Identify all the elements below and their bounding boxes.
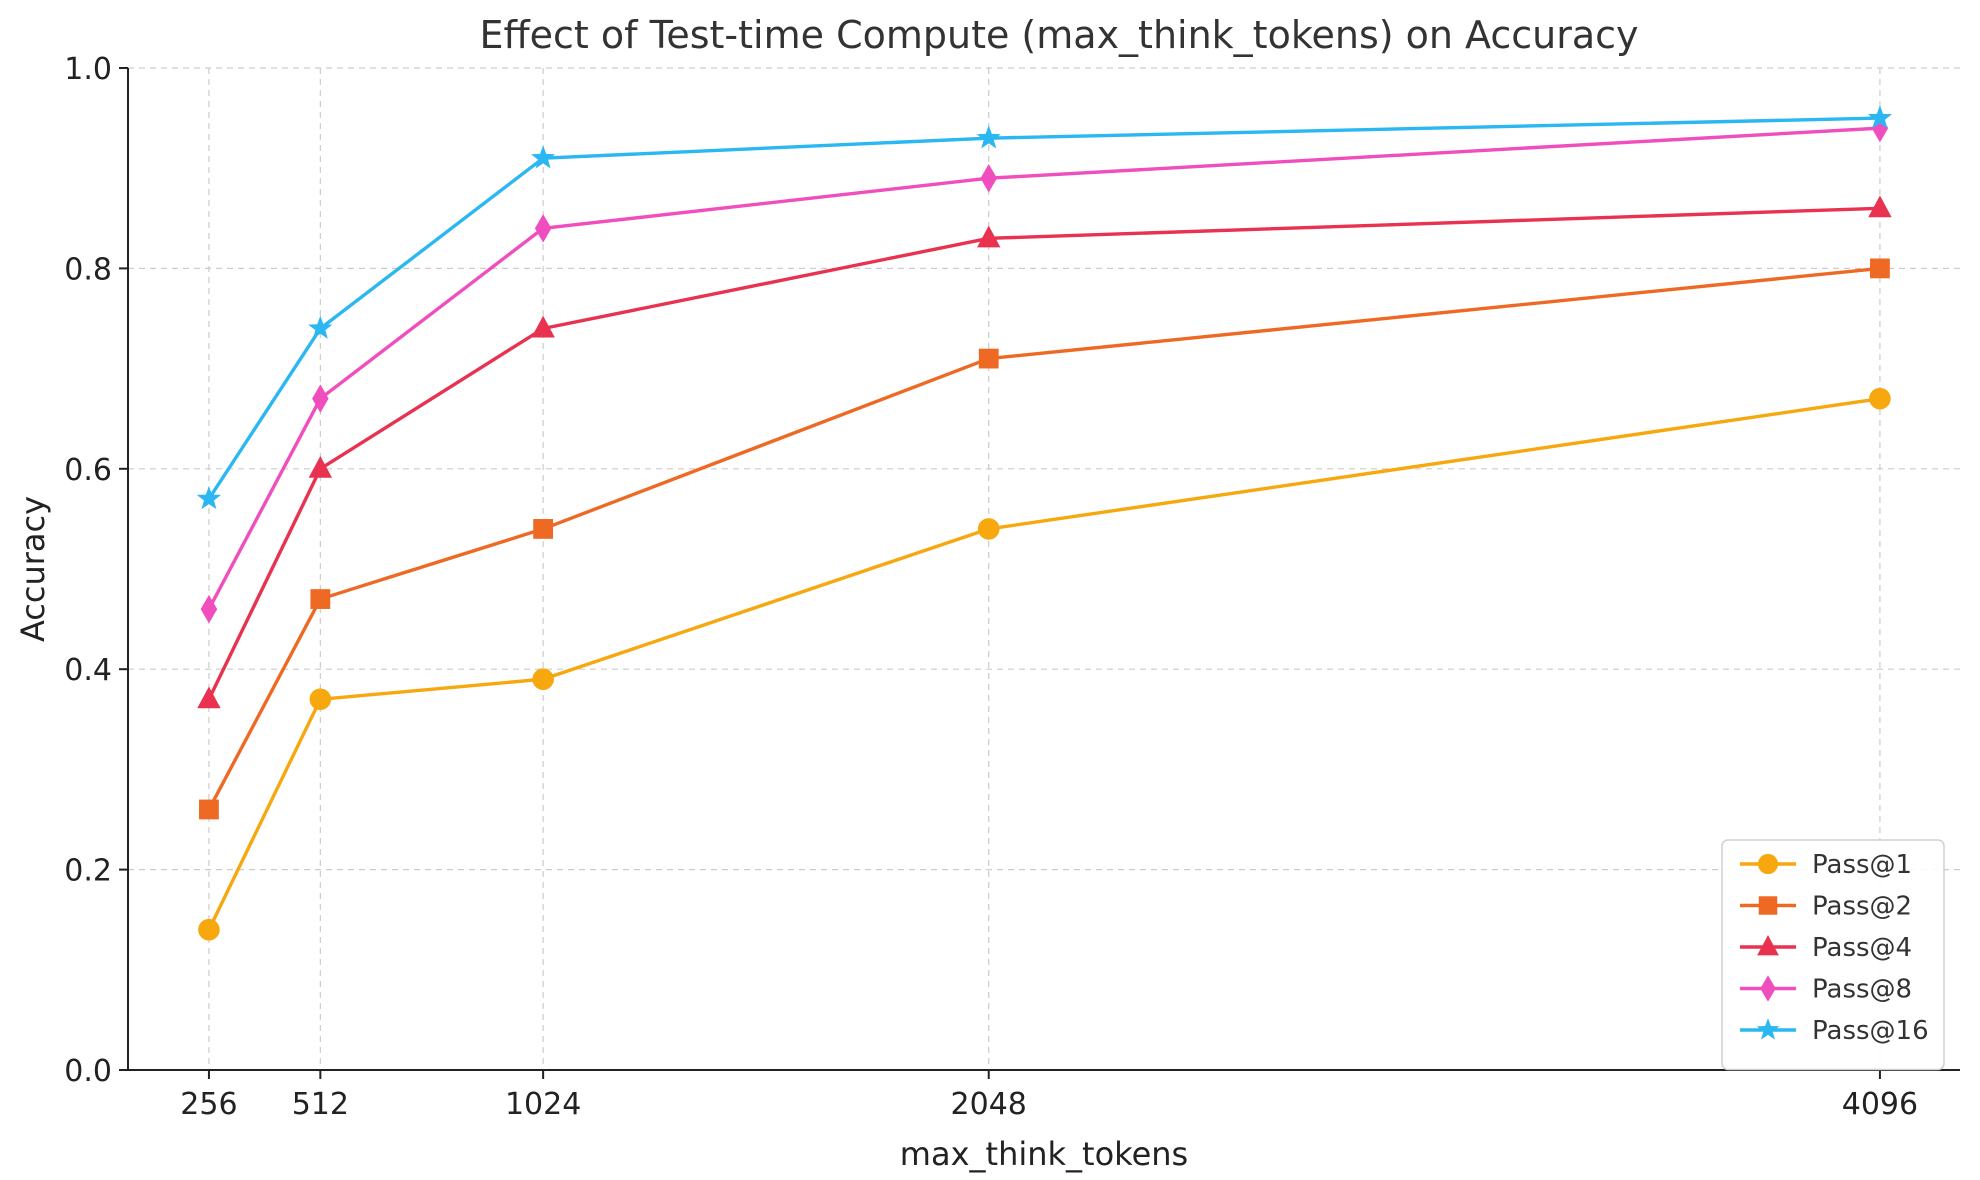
- legend-item: Pass@1: [1740, 850, 1912, 880]
- data-point: [1868, 195, 1892, 218]
- data-point: [978, 348, 999, 369]
- y-tick-label: 0.0: [64, 1054, 112, 1089]
- y-tick-label: 0.6: [64, 453, 112, 488]
- legend-marker: [1757, 853, 1779, 875]
- x-tick-label: 512: [292, 1087, 349, 1122]
- data-point: [1869, 387, 1891, 410]
- data-point: [531, 145, 556, 169]
- data-point: [532, 668, 554, 691]
- x-axis-label: max_think_tokens: [900, 1135, 1188, 1173]
- y-tick-label: 0.8: [64, 252, 112, 287]
- data-point: [1867, 105, 1893, 129]
- legend: Pass@1 Pass@2 Pass@4 Pass@8 Pass@16: [1721, 839, 1945, 1071]
- y-axis-label: Accuracy: [14, 496, 52, 642]
- x-tick-label: 256: [180, 1087, 237, 1122]
- data-point: [977, 518, 1000, 540]
- x-tick-label: 4096: [1842, 1087, 1918, 1122]
- legend-marker: [1758, 896, 1778, 915]
- data-point: [533, 519, 554, 539]
- legend-label: Pass@2: [1812, 892, 1912, 922]
- chart-title: Effect of Test-time Compute (max_think_t…: [479, 13, 1638, 57]
- legend-marker: [1757, 935, 1779, 956]
- legend-item: Pass@16: [1740, 1016, 1929, 1046]
- axes-layer: [127, 68, 1960, 1071]
- data-point: [534, 214, 552, 243]
- series-line: [207, 266, 1882, 812]
- ticks-layer: 256 512 1024 2048 4096 0.0 0.2 0.4 0.6 0.8 1.0: [64, 52, 1918, 1122]
- data-point: [531, 315, 555, 338]
- legend-marker: [1760, 975, 1776, 1002]
- x-tick-label: 2048: [951, 1087, 1027, 1122]
- series-pass-2: [199, 258, 1890, 820]
- data-point: [980, 163, 997, 193]
- legend-box: [1721, 839, 1945, 1071]
- series-pass-16: [196, 105, 1893, 510]
- data-point: [310, 589, 331, 609]
- data-point: [977, 225, 1001, 248]
- series-pass-4: [197, 195, 1892, 709]
- legend-label: Pass@16: [1812, 1016, 1929, 1046]
- legend-label: Pass@4: [1812, 933, 1912, 963]
- series-layer: [196, 105, 1893, 941]
- data-point: [198, 918, 220, 941]
- grid-layer: [128, 67, 1960, 1071]
- series-pass-1: [198, 387, 1891, 941]
- series-line: [207, 396, 1882, 932]
- y-tick-label: 0.4: [64, 653, 112, 688]
- data-point: [199, 799, 219, 820]
- series-pass-8: [200, 113, 1889, 624]
- legend-item: Pass@4: [1740, 933, 1912, 963]
- y-tick-label: 1.0: [64, 52, 112, 87]
- data-point: [309, 688, 332, 711]
- data-point: [200, 594, 218, 624]
- data-point: [196, 486, 222, 510]
- data-point: [197, 686, 221, 709]
- legend-label: Pass@8: [1812, 975, 1912, 1005]
- x-tick-label: 1024: [505, 1087, 581, 1122]
- legend-label: Pass@1: [1812, 850, 1912, 880]
- y-tick-label: 0.2: [64, 854, 112, 889]
- data-point: [976, 125, 1001, 149]
- legend-marker: [1756, 1018, 1780, 1040]
- legend-item: Pass@2: [1740, 892, 1912, 922]
- data-point: [308, 315, 333, 339]
- data-point: [1870, 258, 1890, 279]
- series-line: [207, 126, 1882, 611]
- series-line: [207, 206, 1882, 701]
- data-point: [312, 384, 329, 413]
- data-point: [308, 456, 333, 478]
- legend-item: Pass@8: [1740, 975, 1912, 1005]
